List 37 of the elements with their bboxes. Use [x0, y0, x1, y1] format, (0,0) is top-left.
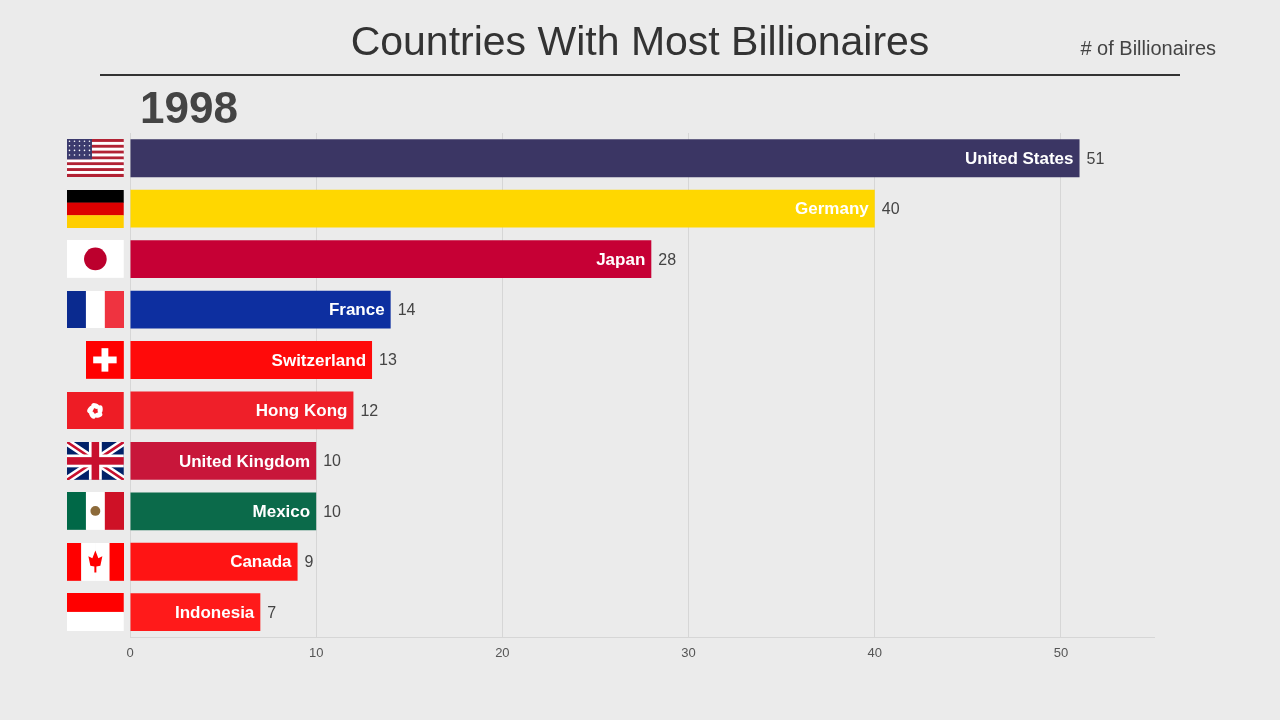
y-tick-label: France	[328, 300, 385, 320]
data-label: 40	[881, 200, 900, 218]
chart-title: Countries With Most Billionaires	[350, 18, 930, 64]
data-label: 28	[658, 250, 677, 268]
y-tick-label: Indonesia	[174, 602, 255, 622]
y-tick-label: Japan	[596, 249, 646, 269]
bar	[130, 542, 298, 581]
x-tick-label: 10	[308, 644, 324, 660]
data-label: 10	[323, 502, 342, 520]
data-label: 14	[397, 300, 416, 318]
data-label: 51	[1086, 149, 1105, 167]
bar	[130, 492, 317, 531]
data-label: 12	[360, 401, 379, 419]
y-tick-label: United States	[964, 148, 1074, 168]
y-tick-label: Switzerland	[271, 350, 367, 370]
data-label: 13	[379, 351, 397, 369]
x-tick-label: 50	[1053, 644, 1069, 660]
bar	[130, 189, 875, 228]
chart-subtitle: # of Billionaires	[1080, 37, 1216, 59]
y-tick-label: Mexico	[252, 501, 311, 521]
data-label: 10	[323, 452, 342, 470]
y-tick-label: Canada	[230, 552, 293, 572]
y-tick-label: United Kingdom	[178, 451, 311, 471]
y-tick-label: Hong Kong	[255, 401, 348, 421]
x-tick-label: 30	[681, 644, 696, 660]
bar	[130, 290, 391, 329]
x-tick-label: 0	[126, 644, 134, 660]
data-label: 9	[304, 553, 314, 571]
bar	[130, 341, 373, 379]
text: 1998	[140, 83, 238, 132]
data-label: 7	[267, 603, 277, 621]
y-tick-label: Germany	[795, 199, 870, 219]
x-tick-label: 20	[495, 644, 510, 660]
bar	[130, 391, 354, 430]
x-tick-label: 40	[867, 644, 882, 660]
bar	[130, 139, 1080, 178]
bar	[130, 240, 652, 279]
